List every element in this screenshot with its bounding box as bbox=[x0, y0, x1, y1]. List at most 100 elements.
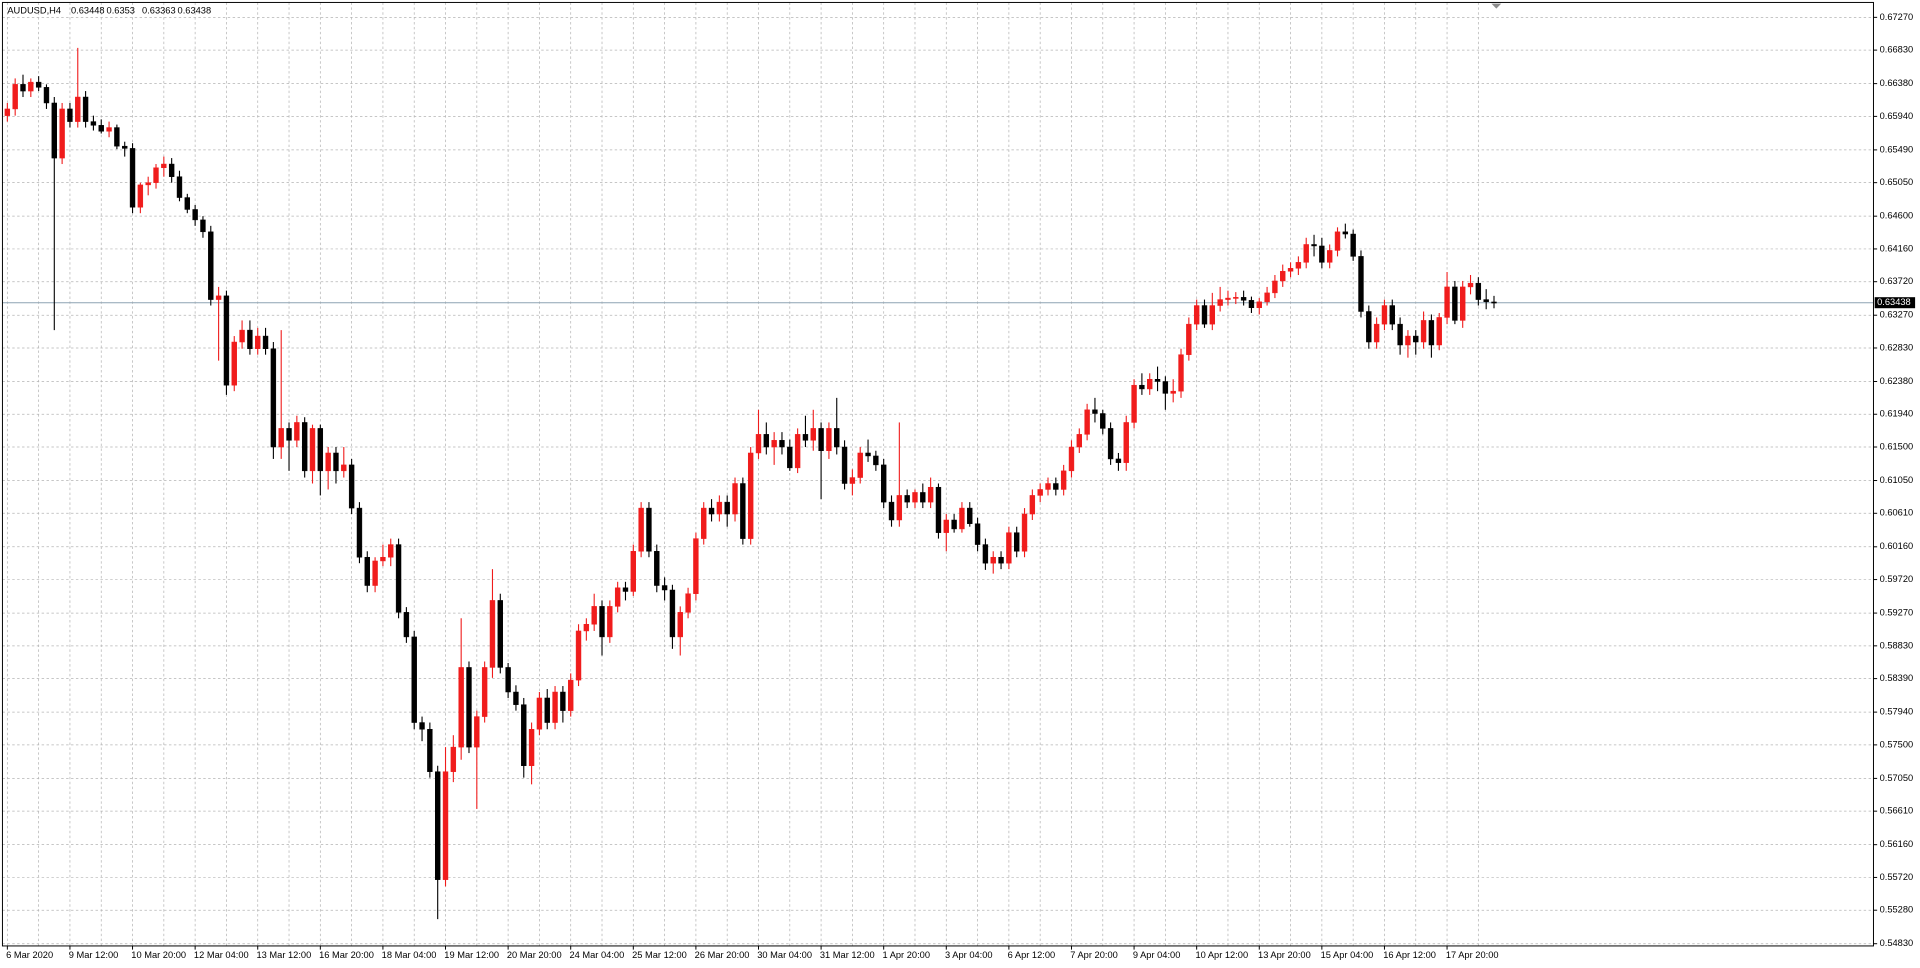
candle-body bbox=[1233, 297, 1239, 299]
candle-body bbox=[28, 81, 34, 92]
candle-body bbox=[419, 722, 425, 730]
candle-body bbox=[364, 556, 370, 586]
candle-body bbox=[43, 87, 50, 104]
y-tick-label: 0.62830 bbox=[1880, 342, 1914, 352]
candle-body bbox=[998, 556, 1004, 564]
y-tick-label: 0.57940 bbox=[1880, 707, 1914, 717]
last-price-label: 0.63438 bbox=[1877, 297, 1911, 307]
open-value: 0.63448 bbox=[71, 5, 105, 15]
y-tick-label: 0.55280 bbox=[1880, 905, 1914, 915]
candle-body bbox=[474, 716, 480, 748]
candle-body bbox=[1452, 286, 1458, 321]
x-tick-label: 16 Apr 12:00 bbox=[1383, 950, 1436, 960]
y-tick-label: 0.56160 bbox=[1880, 839, 1914, 849]
candle-body bbox=[1460, 286, 1466, 321]
candle-body bbox=[521, 704, 527, 766]
y-tick-label: 0.59720 bbox=[1880, 574, 1914, 584]
candle-body bbox=[1037, 489, 1043, 496]
candle-body bbox=[1350, 233, 1356, 257]
candle-body bbox=[51, 102, 57, 159]
low-value: 0.63363 bbox=[142, 5, 176, 15]
candle-body bbox=[466, 667, 472, 748]
candle-body bbox=[341, 464, 347, 472]
candle-body bbox=[1366, 311, 1372, 343]
candle-body bbox=[239, 329, 245, 343]
candle-body bbox=[794, 434, 801, 469]
candle-body bbox=[114, 127, 120, 147]
candle-body bbox=[137, 184, 144, 208]
candle-body bbox=[122, 145, 128, 149]
candle-body bbox=[1256, 301, 1262, 309]
candle-body bbox=[82, 96, 89, 122]
candle-body bbox=[1029, 495, 1036, 515]
y-tick-label: 0.60160 bbox=[1880, 541, 1914, 551]
candle-body bbox=[1201, 305, 1208, 325]
x-tick-label: 6 Apr 12:00 bbox=[1008, 950, 1056, 960]
candle-body bbox=[1405, 335, 1411, 346]
x-tick-label: 25 Mar 12:00 bbox=[632, 950, 687, 960]
candle-body bbox=[802, 434, 809, 441]
candle-body bbox=[544, 697, 550, 723]
candle-body bbox=[168, 163, 175, 177]
candle-body bbox=[1444, 286, 1450, 318]
candle-body bbox=[990, 556, 996, 564]
close-value: 0.63438 bbox=[178, 5, 212, 15]
candle-body bbox=[403, 612, 410, 638]
y-tick-label: 0.66380 bbox=[1880, 78, 1914, 88]
candle-body bbox=[685, 593, 691, 613]
axes: 0.67270 0.66830 0.66380 0.65940 0.65490 0.650… bbox=[6, 12, 1916, 960]
candle-body bbox=[552, 691, 558, 723]
x-tick-label: 30 Mar 04:00 bbox=[757, 950, 812, 960]
candle-body bbox=[1342, 231, 1349, 235]
candle-body bbox=[1209, 305, 1216, 325]
candle-body bbox=[669, 589, 676, 638]
y-tick-label: 0.57050 bbox=[1880, 773, 1914, 783]
y-tick-label: 0.60610 bbox=[1880, 508, 1914, 518]
candle-body bbox=[1006, 532, 1012, 564]
candle-body bbox=[1475, 282, 1482, 300]
candle-body bbox=[129, 148, 136, 208]
candle-body bbox=[35, 81, 42, 88]
candle-body bbox=[4, 108, 11, 116]
candle-body bbox=[740, 483, 746, 539]
candle-body bbox=[1381, 305, 1388, 325]
candle-body bbox=[724, 501, 730, 515]
candle-body bbox=[1436, 317, 1442, 346]
candle-body bbox=[927, 486, 934, 503]
y-tick-label: 0.61050 bbox=[1880, 475, 1914, 485]
y-tick-label: 0.63270 bbox=[1880, 310, 1914, 320]
candle-body bbox=[810, 428, 816, 441]
candle-body bbox=[974, 523, 981, 545]
candle-body bbox=[1428, 320, 1435, 346]
candle-body bbox=[920, 492, 926, 503]
candle-body bbox=[536, 697, 543, 730]
candle-body bbox=[513, 691, 519, 705]
candle-body bbox=[1397, 323, 1403, 346]
candle-body bbox=[1295, 262, 1302, 269]
candle-body bbox=[575, 630, 582, 681]
y-tick-label: 0.65490 bbox=[1880, 144, 1914, 154]
x-tick-label: 20 Mar 20:00 bbox=[507, 950, 562, 960]
candle-body bbox=[1162, 381, 1169, 394]
candle-body bbox=[1131, 384, 1137, 423]
y-tick-label: 0.59270 bbox=[1880, 608, 1914, 618]
candle-body bbox=[1092, 409, 1098, 414]
plot-frame bbox=[1, 1, 1874, 947]
candle-body bbox=[286, 428, 292, 441]
candle-body bbox=[583, 624, 590, 632]
x-tick-label: 19 Mar 12:00 bbox=[444, 950, 499, 960]
candle-body bbox=[599, 606, 605, 638]
candle-body bbox=[208, 231, 214, 300]
x-tick-label: 18 Mar 04:00 bbox=[382, 950, 437, 960]
y-tick-label: 0.57500 bbox=[1880, 739, 1914, 749]
candle-body bbox=[1358, 256, 1364, 312]
x-tick-label: 10 Apr 12:00 bbox=[1195, 950, 1248, 960]
candle-body bbox=[1193, 305, 1200, 325]
candle-body bbox=[982, 544, 989, 564]
candle-body bbox=[481, 667, 488, 717]
candle-body bbox=[372, 560, 378, 586]
candle-body bbox=[732, 483, 738, 515]
candle-body bbox=[1107, 428, 1114, 460]
